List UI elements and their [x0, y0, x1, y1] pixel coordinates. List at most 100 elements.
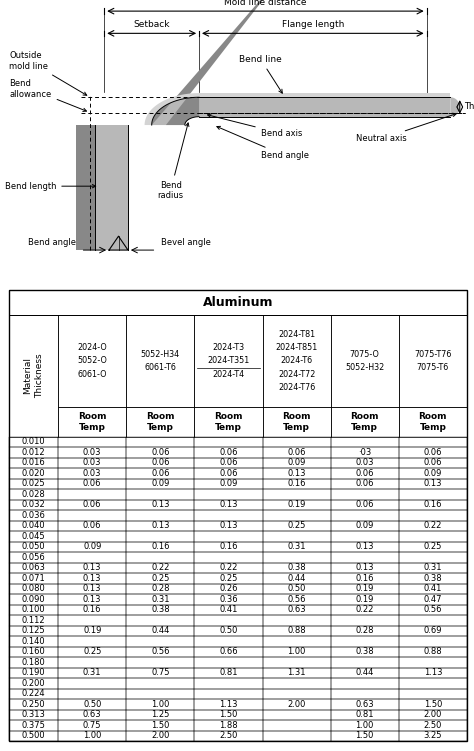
Text: Flange length: Flange length: [282, 20, 344, 29]
Text: 0.16: 0.16: [219, 542, 238, 551]
Bar: [58, 731, 126, 741]
Text: 7075-O
5052-H32: 7075-O 5052-H32: [345, 350, 384, 372]
Text: 0.250: 0.250: [22, 700, 46, 709]
Bar: [9, 457, 58, 468]
Bar: [399, 594, 467, 605]
Bar: [126, 407, 194, 436]
Text: 0.071: 0.071: [22, 574, 46, 583]
Text: 0.28: 0.28: [356, 626, 374, 635]
Bar: [9, 541, 58, 552]
Bar: [399, 562, 467, 573]
Bar: [126, 678, 194, 689]
Text: 0.16: 0.16: [356, 574, 374, 583]
Bar: [399, 552, 467, 562]
Bar: [9, 615, 58, 626]
Text: ·03: ·03: [358, 448, 371, 457]
Text: 0.75: 0.75: [83, 721, 101, 730]
Text: 0.31: 0.31: [287, 542, 306, 551]
Bar: [58, 594, 126, 605]
Bar: [263, 541, 331, 552]
Text: 0.09: 0.09: [219, 479, 237, 488]
Text: 2.00: 2.00: [424, 710, 442, 719]
Bar: [263, 594, 331, 605]
Text: 0.63: 0.63: [287, 605, 306, 614]
Bar: [331, 689, 399, 699]
Text: 0.03: 0.03: [83, 448, 101, 457]
Text: 0.180: 0.180: [22, 658, 46, 667]
Bar: [9, 689, 58, 699]
Bar: [399, 436, 467, 447]
Bar: [263, 478, 331, 489]
Bar: [263, 626, 331, 636]
Bar: [399, 407, 467, 436]
Text: 0.19: 0.19: [83, 626, 101, 635]
Text: 0.06: 0.06: [424, 458, 442, 467]
Text: Room
Temp: Room Temp: [283, 412, 311, 432]
Bar: [58, 468, 126, 478]
Bar: [194, 468, 263, 478]
Bar: [263, 552, 331, 562]
Bar: [9, 584, 58, 594]
Bar: [263, 407, 331, 436]
Text: 0.56: 0.56: [151, 647, 170, 656]
Text: 0.36: 0.36: [219, 595, 238, 604]
Text: 0.09: 0.09: [83, 542, 101, 551]
Bar: [263, 562, 331, 573]
Bar: [331, 594, 399, 605]
Text: 0.81: 0.81: [219, 668, 238, 677]
Text: 0.41: 0.41: [424, 584, 442, 593]
Bar: [9, 552, 58, 562]
Bar: [331, 531, 399, 541]
Bar: [126, 710, 194, 720]
Bar: [331, 678, 399, 689]
Text: 1.50: 1.50: [424, 700, 442, 709]
Text: 0.040: 0.040: [22, 521, 46, 530]
Text: 0.06: 0.06: [356, 479, 374, 488]
Bar: [126, 626, 194, 636]
Text: 0.88: 0.88: [287, 626, 306, 635]
Bar: [194, 499, 263, 510]
Text: Bend
radius: Bend radius: [157, 123, 189, 200]
Text: Room
Temp: Room Temp: [214, 412, 243, 432]
Text: 0.19: 0.19: [356, 595, 374, 604]
Bar: [263, 699, 331, 710]
Bar: [399, 636, 467, 647]
Text: 0.06: 0.06: [219, 458, 238, 467]
Bar: [263, 436, 331, 447]
Bar: [331, 447, 399, 457]
Text: 0.19: 0.19: [356, 584, 374, 593]
Bar: [126, 699, 194, 710]
Bar: [194, 657, 263, 668]
Bar: [194, 436, 263, 447]
Text: Neutral axis: Neutral axis: [356, 113, 456, 143]
Bar: [331, 605, 399, 615]
Text: 0.38: 0.38: [287, 563, 306, 572]
Bar: [194, 699, 263, 710]
Text: 0.38: 0.38: [151, 605, 170, 614]
Bar: [58, 457, 126, 468]
Text: 0.313: 0.313: [22, 710, 46, 719]
Text: 0.056: 0.056: [22, 553, 46, 562]
Text: 0.56: 0.56: [287, 595, 306, 604]
Bar: [331, 710, 399, 720]
Bar: [58, 315, 126, 407]
Bar: [58, 720, 126, 731]
Bar: [58, 678, 126, 689]
Bar: [399, 689, 467, 699]
Bar: [9, 562, 58, 573]
Bar: [58, 436, 126, 447]
Text: Room
Temp: Room Temp: [350, 412, 379, 432]
Bar: [194, 447, 263, 457]
Text: 0.09: 0.09: [356, 521, 374, 530]
Bar: [58, 615, 126, 626]
Bar: [9, 657, 58, 668]
Bar: [263, 605, 331, 615]
Text: 1.00: 1.00: [287, 647, 306, 656]
Bar: [9, 290, 467, 315]
Bar: [331, 436, 399, 447]
Bar: [194, 478, 263, 489]
Text: Room
Temp: Room Temp: [146, 412, 174, 432]
Bar: [331, 636, 399, 647]
Bar: [58, 626, 126, 636]
Bar: [9, 720, 58, 731]
